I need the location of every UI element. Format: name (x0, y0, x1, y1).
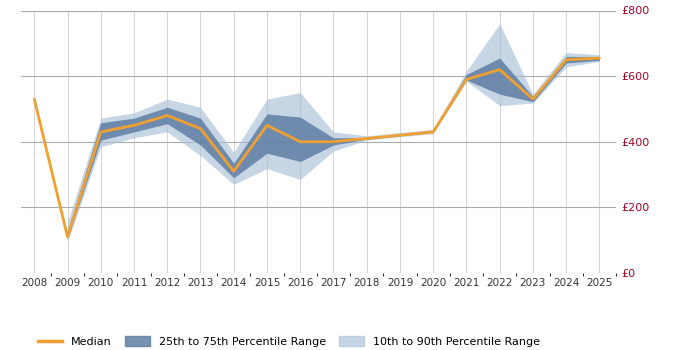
Legend: Median, 25th to 75th Percentile Range, 10th to 90th Percentile Range: Median, 25th to 75th Percentile Range, 1… (34, 332, 544, 350)
